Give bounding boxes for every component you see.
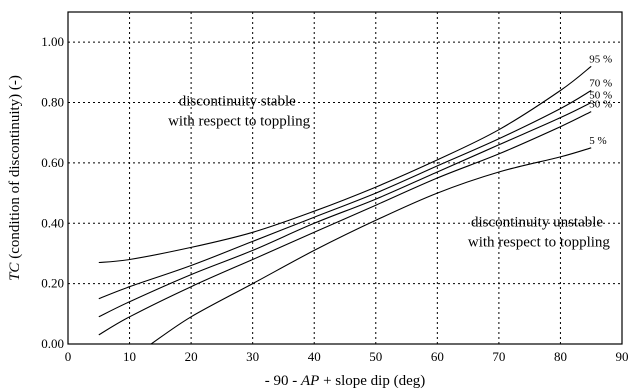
y-axis-title-rest: (condition of discontinuity) (-) <box>7 75 23 262</box>
y-tick-label-1: 0.20 <box>41 276 64 291</box>
region-label-stable-line1: discontinuity stable <box>179 94 296 110</box>
x-tick-label-6: 60 <box>431 349 444 364</box>
x-tick-labels: 0 10 20 30 40 50 60 70 80 90 <box>65 349 629 364</box>
curve-30-percent <box>98 111 592 336</box>
curve-label-3: 30 % <box>589 99 612 111</box>
x-axis-title: - 90 - AP + slope dip (deg) <box>265 373 426 389</box>
grid <box>68 12 622 344</box>
x-axis-title-variable: AP <box>300 373 319 389</box>
curve-50-percent <box>98 102 592 318</box>
x-tick-label-3: 30 <box>246 349 259 364</box>
region-label-unstable: discontinuity unstable with respect to t… <box>468 214 611 250</box>
curve-5-percent <box>150 147 592 345</box>
y-tick-label-0: 0.00 <box>41 336 64 351</box>
y-tick-label-2: 0.40 <box>41 215 64 230</box>
curve-labels: 95 % 70 %50 %30 % 5 % <box>589 53 612 146</box>
x-tick-label-9: 90 <box>616 349 629 364</box>
plot-frame <box>67 11 623 345</box>
y-tick-label-3: 0.60 <box>41 155 64 170</box>
region-label-stable-line2: with respect to toppling <box>168 114 311 130</box>
y-axis-title: TC (condition of discontinuity) (-) <box>7 75 23 281</box>
x-axis-title-suffix: + slope dip (deg) <box>319 373 425 389</box>
y-tick-label-4: 0.80 <box>41 95 64 110</box>
y-tick-labels: 0.00 0.20 0.40 0.60 0.80 1.00 <box>41 34 64 351</box>
curve-label-0: 95 % <box>589 53 612 65</box>
y-tick-label-5: 1.00 <box>41 34 64 49</box>
curves <box>98 65 592 345</box>
y-axis-title-variable: TC <box>7 262 23 281</box>
curve-label-4: 5 % <box>589 135 606 147</box>
x-tick-label-7: 70 <box>492 349 505 364</box>
x-tick-label-4: 40 <box>308 349 321 364</box>
x-tick-label-1: 10 <box>123 349 136 364</box>
curve-label-2: 50 % <box>589 90 612 102</box>
x-tick-label-8: 80 <box>554 349 567 364</box>
region-label-stable: discontinuity stable with respect to top… <box>168 94 311 130</box>
region-label-unstable-line2: with respect to toppling <box>468 234 611 250</box>
curve-70-percent <box>98 90 592 300</box>
curve-label-1: 70 % <box>589 77 612 89</box>
x-tick-label-2: 20 <box>185 349 198 364</box>
x-tick-label-5: 50 <box>369 349 382 364</box>
x-axis-title-prefix: - 90 - <box>265 373 301 389</box>
curve-95-percent <box>98 65 592 264</box>
region-label-unstable-line1: discontinuity unstable <box>471 214 603 230</box>
x-tick-label-0: 0 <box>65 349 72 364</box>
